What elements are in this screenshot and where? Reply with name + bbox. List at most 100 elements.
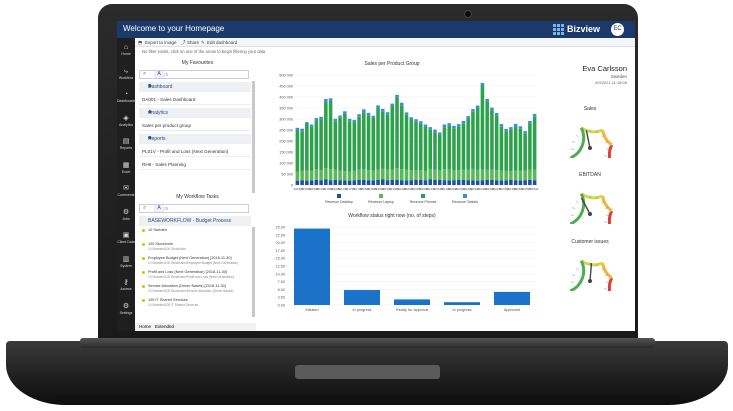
bar-segment[interactable] bbox=[456, 124, 461, 127]
bar-segment[interactable] bbox=[442, 169, 447, 181]
bar-segment[interactable] bbox=[295, 127, 300, 130]
bar-segment[interactable] bbox=[447, 169, 451, 181]
bar-segment[interactable] bbox=[504, 180, 508, 185]
bar-segment[interactable] bbox=[428, 168, 433, 180]
bar-segment[interactable] bbox=[366, 112, 371, 116]
bar-segment[interactable] bbox=[404, 169, 409, 181]
bar-segment[interactable] bbox=[466, 116, 470, 119]
bar-segment[interactable] bbox=[381, 108, 385, 112]
workflow-task-row[interactable]: Employee Budget (Next Generation) [2018-… bbox=[139, 256, 249, 268]
bar-segment[interactable] bbox=[352, 170, 357, 181]
sidebar-item-reports[interactable]: ▤ Reports bbox=[117, 136, 135, 156]
bar-segment[interactable] bbox=[423, 170, 428, 181]
bar-segment[interactable] bbox=[414, 170, 418, 180]
bar-segment[interactable] bbox=[395, 168, 399, 180]
sidebar-item-system[interactable]: ▥ System bbox=[117, 254, 135, 274]
bar-segment[interactable] bbox=[475, 105, 480, 108]
bar-segment[interactable] bbox=[471, 180, 475, 185]
bar-segment[interactable] bbox=[390, 106, 395, 170]
bar-segment[interactable] bbox=[319, 116, 323, 120]
bar-segment[interactable] bbox=[409, 117, 414, 120]
share-button[interactable]: Share bbox=[187, 40, 200, 45]
bar-segment[interactable] bbox=[504, 170, 508, 181]
bar-segment[interactable] bbox=[447, 125, 451, 170]
bar-segment[interactable] bbox=[314, 169, 319, 180]
bar-segment[interactable] bbox=[362, 109, 366, 113]
favourite-item[interactable]: RH6 - Sales Planning bbox=[139, 160, 251, 170]
bar-segment[interactable] bbox=[343, 113, 347, 172]
bar-segment[interactable] bbox=[338, 115, 342, 118]
bar-segment[interactable] bbox=[461, 179, 466, 185]
bar-segment[interactable] bbox=[381, 111, 385, 169]
bar-segment[interactable] bbox=[437, 170, 442, 180]
bar-segment[interactable] bbox=[433, 132, 437, 170]
bar-segment[interactable] bbox=[490, 107, 494, 110]
bar-segment[interactable] bbox=[480, 169, 485, 181]
bar-segment[interactable] bbox=[494, 170, 499, 181]
bar-segment[interactable] bbox=[347, 121, 352, 172]
bar-segment[interactable] bbox=[390, 179, 395, 185]
bar-segment[interactable] bbox=[528, 120, 532, 124]
bar-segment[interactable] bbox=[338, 180, 342, 185]
export-icon[interactable]: ⬒ bbox=[138, 40, 143, 45]
bar-segment[interactable] bbox=[452, 128, 456, 171]
bar-segment[interactable] bbox=[466, 180, 470, 185]
sidebar-item-home[interactable]: ⌂ Home bbox=[117, 42, 135, 62]
bar-segment[interactable] bbox=[442, 127, 447, 170]
bar-segment[interactable] bbox=[428, 179, 433, 186]
bar-segment[interactable] bbox=[319, 170, 323, 181]
bar-segment[interactable] bbox=[385, 169, 390, 181]
bar-segment[interactable] bbox=[509, 129, 513, 172]
bar-segment[interactable] bbox=[418, 121, 423, 124]
bar-segment[interactable] bbox=[333, 179, 338, 185]
bar-segment[interactable] bbox=[300, 128, 304, 132]
bar-segment[interactable] bbox=[328, 100, 333, 170]
sort-icon[interactable]: A bbox=[154, 71, 164, 78]
share-icon[interactable]: ⤴ bbox=[181, 40, 186, 45]
bar-segment[interactable] bbox=[371, 170, 376, 181]
bar-segment[interactable] bbox=[295, 180, 300, 185]
bar-segment[interactable] bbox=[490, 169, 494, 180]
bar-segment[interactable] bbox=[371, 180, 376, 185]
bar-segment[interactable] bbox=[475, 108, 480, 170]
workflow-scrollbar[interactable] bbox=[252, 227, 255, 317]
bar-segment[interactable] bbox=[314, 118, 319, 121]
bar-segment[interactable] bbox=[499, 126, 504, 171]
edit-dashboard-button[interactable]: Edit dashboard bbox=[207, 40, 238, 45]
bar-segment[interactable] bbox=[343, 111, 347, 114]
bar-segment[interactable] bbox=[404, 114, 409, 170]
bar-segment[interactable] bbox=[494, 113, 499, 116]
bar-segment[interactable] bbox=[475, 169, 480, 181]
bar-segment[interactable] bbox=[480, 180, 485, 185]
bar-segment[interactable] bbox=[404, 180, 409, 185]
bar-segment[interactable] bbox=[352, 122, 357, 171]
bar-segment[interactable] bbox=[357, 114, 361, 117]
bar-segment[interactable] bbox=[362, 179, 366, 185]
bar-segment[interactable] bbox=[395, 94, 399, 98]
bar-segment[interactable] bbox=[509, 171, 513, 180]
bar-segment[interactable] bbox=[328, 169, 333, 181]
sidebar-item-comments[interactable]: ✉ Comments bbox=[117, 183, 135, 203]
bar-segment[interactable] bbox=[471, 111, 475, 169]
bar-segment[interactable] bbox=[518, 126, 523, 129]
bar-segment[interactable] bbox=[381, 168, 385, 180]
bar-segment[interactable] bbox=[414, 179, 418, 185]
bar-segment[interactable] bbox=[509, 127, 513, 130]
bar-segment[interactable] bbox=[409, 119, 414, 171]
sidebar-item-access[interactable]: ⚷ Access bbox=[117, 277, 135, 297]
bar-segment[interactable] bbox=[504, 128, 508, 132]
tab-extended[interactable]: Extended bbox=[155, 324, 175, 329]
bar-segment[interactable] bbox=[399, 180, 404, 185]
bar-segment[interactable] bbox=[319, 180, 323, 185]
bar-segment[interactable] bbox=[399, 105, 404, 170]
favourites-group-header[interactable]: ◆ Dashboard bbox=[139, 82, 251, 92]
bar-segment[interactable] bbox=[433, 169, 437, 180]
favourite-item[interactable]: DA001 - Sales Dashboard bbox=[139, 95, 251, 105]
bar-segment[interactable] bbox=[333, 118, 338, 122]
bar-segment[interactable] bbox=[428, 129, 433, 169]
bar-segment[interactable] bbox=[494, 115, 499, 171]
bar-segment[interactable] bbox=[518, 128, 523, 171]
bar-segment[interactable] bbox=[452, 170, 456, 181]
bar-segment[interactable] bbox=[409, 170, 414, 181]
bar-segment[interactable] bbox=[418, 179, 423, 185]
